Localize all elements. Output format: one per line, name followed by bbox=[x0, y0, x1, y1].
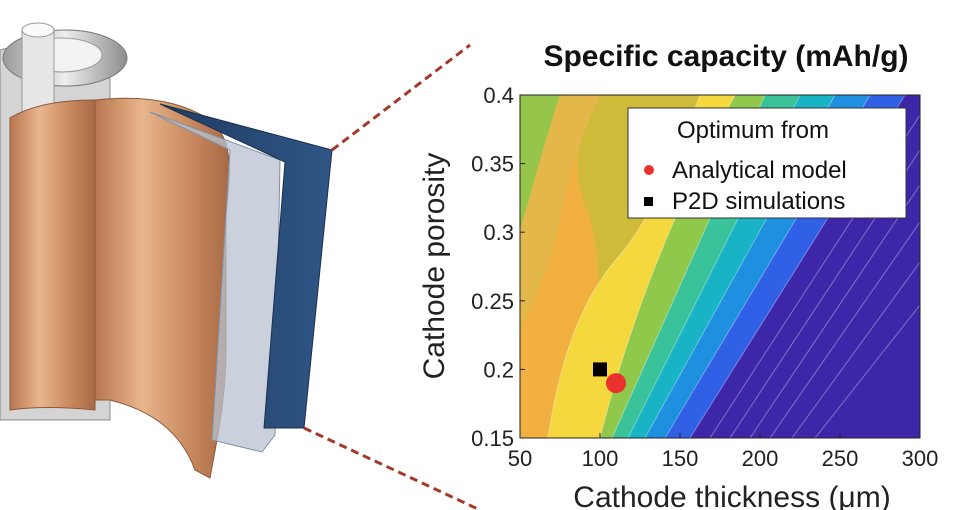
x-tick-label: 150 bbox=[662, 446, 699, 471]
y-axis-ticks: 0.15 0.2 0.25 0.3 0.35 0.4 bbox=[471, 83, 525, 451]
x-tick-label: 200 bbox=[742, 446, 779, 471]
y-tick-label: 0.4 bbox=[483, 83, 514, 108]
legend-entry-analytical: Analytical model bbox=[672, 157, 847, 184]
x-tick-label: 250 bbox=[822, 446, 859, 471]
x-tick-label: 100 bbox=[582, 446, 619, 471]
legend-title: Optimum from bbox=[677, 117, 829, 144]
battery-terminal bbox=[21, 29, 55, 113]
battery-cell-illustration bbox=[0, 22, 481, 510]
contour-band-left-green bbox=[520, 95, 560, 230]
contour-band-left-olive bbox=[520, 95, 600, 330]
legend-p2d-marker bbox=[644, 197, 653, 206]
optimum-markers bbox=[593, 362, 626, 394]
legend-entry-p2d: P2D simulations bbox=[672, 188, 845, 215]
battery-copper-roll bbox=[9, 99, 96, 411]
analytical-optimum-point bbox=[606, 373, 626, 394]
x-tick-label: 300 bbox=[902, 446, 939, 471]
copper-current-collector bbox=[94, 97, 230, 479]
y-tick-label: 0.2 bbox=[483, 357, 514, 382]
y-tick-label: 0.3 bbox=[483, 220, 514, 245]
battery-terminal-top bbox=[21, 22, 55, 38]
legend: Optimum from Analytical model P2D simula… bbox=[627, 107, 907, 219]
plot-frame bbox=[519, 94, 921, 439]
x-tick-label: 50 bbox=[508, 446, 532, 471]
y-tick-label: 0.15 bbox=[471, 426, 514, 451]
callout-line-top bbox=[331, 43, 471, 152]
callout-line-bottom bbox=[303, 426, 481, 510]
y-axis-label: Cathode porosity bbox=[418, 153, 451, 380]
x-axis-label: Cathode thickness (μm) bbox=[573, 481, 890, 510]
chart-title: Specific capacity (mAh/g) bbox=[543, 40, 908, 73]
y-tick-label: 0.25 bbox=[471, 289, 514, 314]
legend-analytical-marker bbox=[644, 165, 654, 175]
legend-box bbox=[627, 107, 907, 219]
electrode-sheet bbox=[159, 103, 333, 429]
p2d-optimum-point bbox=[593, 362, 607, 377]
x-axis-ticks: 50 100 150 200 250 300 bbox=[508, 433, 939, 471]
y-tick-label: 0.35 bbox=[471, 152, 514, 177]
